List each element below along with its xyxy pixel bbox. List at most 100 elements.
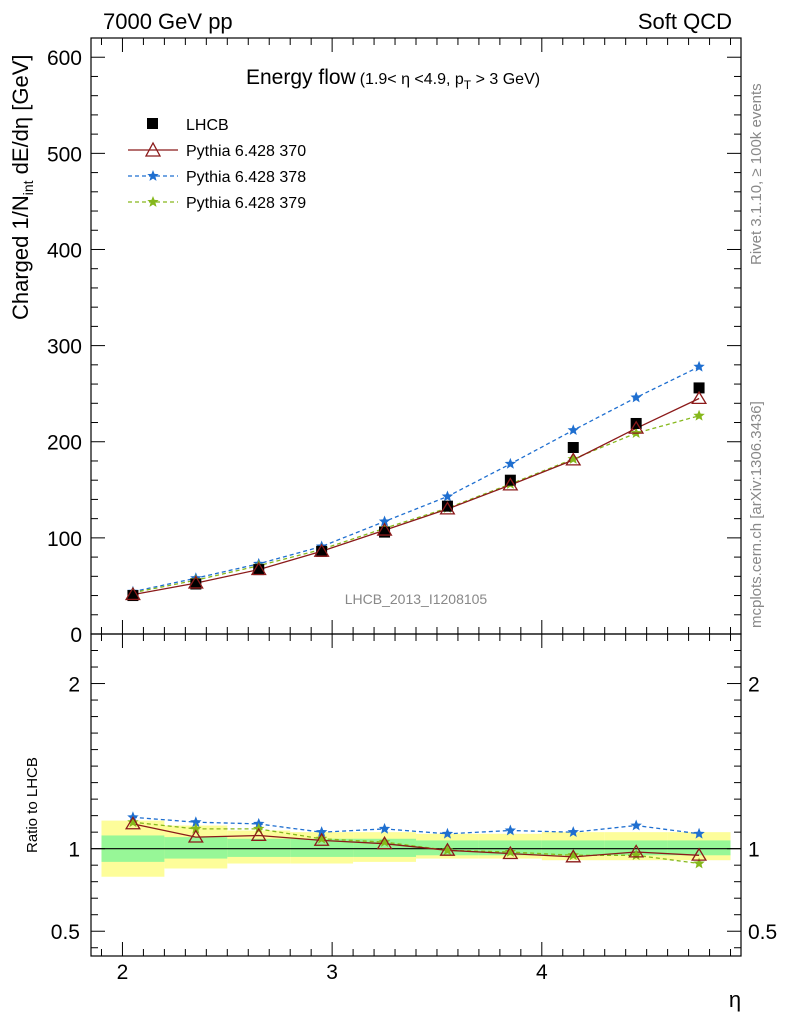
main-y-tick-labels: 0 100 200 300 400 500 600 bbox=[47, 47, 82, 647]
main-point-lhcb bbox=[190, 578, 202, 590]
ratio-point-379 bbox=[567, 849, 579, 861]
main-point-lhcb bbox=[693, 382, 705, 394]
ratio-point-370 bbox=[250, 827, 267, 841]
ratio-point-379 bbox=[441, 844, 454, 856]
ratio-point-378 bbox=[504, 824, 517, 836]
main-point-lhcb bbox=[379, 526, 391, 538]
main-point-370 bbox=[691, 390, 708, 405]
ratio-point-378 bbox=[378, 822, 391, 834]
main-ytick-label: 500 bbox=[47, 143, 82, 166]
ratio-point-379 bbox=[693, 857, 705, 869]
legend-label-370: Pythia 6.428 370 bbox=[186, 143, 306, 160]
band-inner-1 bbox=[164, 837, 228, 859]
ratio-point-370 bbox=[691, 847, 708, 861]
main-point-370 bbox=[376, 522, 393, 536]
ratio-point-370 bbox=[124, 816, 141, 830]
main-point-378 bbox=[630, 391, 642, 403]
xtick-label: 4 bbox=[536, 961, 548, 984]
axis-ticks bbox=[91, 37, 741, 956]
ratio-point-379 bbox=[630, 849, 642, 861]
header-right: Soft QCD bbox=[638, 9, 732, 34]
ratio-ytick-label-left: 1 bbox=[68, 839, 80, 862]
legend-star-378-shape bbox=[147, 170, 159, 181]
main-y-axis-label-suffix: dE/dη [GeV] bbox=[8, 54, 33, 180]
main-ytick-label: 200 bbox=[47, 432, 82, 455]
main-y-axis-label-subscript: int bbox=[20, 180, 36, 195]
rivet-version-label: Rivet 3.1.10, ≥ 100k events bbox=[748, 83, 765, 265]
ratio-point-378 bbox=[441, 827, 454, 839]
legend-marker-379 bbox=[147, 196, 159, 207]
main-point-370 bbox=[124, 586, 141, 601]
ratio-point-378 bbox=[567, 826, 579, 838]
main-point-379 bbox=[567, 453, 579, 464]
main-point-370 bbox=[313, 543, 330, 557]
main-y-axis-label: Charged 1/Nint dE/dη [GeV] bbox=[8, 54, 36, 320]
ratio-ytick-label-left: 0.5 bbox=[51, 921, 80, 944]
main-point-378 bbox=[693, 360, 705, 372]
main-point-378 bbox=[378, 515, 391, 527]
plot-title-sub-suffix: > 3 GeV) bbox=[471, 71, 540, 88]
ratio-point-378 bbox=[693, 827, 705, 839]
main-point-lhcb bbox=[253, 564, 265, 576]
ratio-line-370 bbox=[132, 823, 700, 858]
ratio-ytick-label-right: 0.5 bbox=[748, 921, 777, 944]
ratio-ytick-label-right: 1 bbox=[748, 839, 760, 862]
ratio-line-378 bbox=[132, 816, 700, 835]
xtick-label: 2 bbox=[117, 961, 129, 984]
ratio-point-378 bbox=[630, 819, 642, 831]
ratio-point-370 bbox=[376, 835, 393, 850]
ratio-y-axis-label: Ratio to LHCB bbox=[24, 757, 41, 853]
main-point-370 bbox=[502, 477, 519, 491]
legend-label-378: Pythia 6.428 378 bbox=[186, 169, 306, 186]
main-point-lhcb bbox=[567, 442, 579, 454]
main-point-lhcb bbox=[316, 545, 328, 557]
main-panel-series bbox=[124, 360, 708, 602]
ratio-point-379 bbox=[127, 816, 139, 828]
band-inner-8 bbox=[604, 840, 668, 856]
ratio-point-370 bbox=[187, 829, 204, 843]
main-line-370 bbox=[132, 397, 700, 596]
plot-title-main: Energy flow bbox=[246, 66, 357, 89]
ratio-point-379 bbox=[504, 845, 517, 857]
main-point-370 bbox=[187, 575, 204, 589]
ratio-point-370 bbox=[628, 844, 645, 858]
analysis-watermark: LHCB_2013_I1208105 bbox=[345, 591, 488, 607]
main-point-378 bbox=[504, 457, 517, 469]
main-ytick-label: 300 bbox=[47, 336, 82, 359]
main-point-370 bbox=[565, 452, 582, 466]
main-point-378 bbox=[441, 490, 454, 502]
main-point-lhcb bbox=[630, 417, 642, 429]
band-inner-3 bbox=[290, 838, 354, 857]
legend-marker-378 bbox=[147, 170, 159, 181]
ratio-point-370 bbox=[313, 832, 330, 846]
main-ytick-label: 0 bbox=[70, 624, 82, 647]
legend-label-379: Pythia 6.428 379 bbox=[186, 195, 306, 212]
ratio-panel-frame bbox=[90, 633, 742, 957]
main-point-379 bbox=[693, 409, 705, 421]
x-axis-label: η bbox=[729, 987, 741, 1012]
band-inner-7 bbox=[541, 840, 605, 856]
main-line-379 bbox=[132, 415, 700, 594]
ratio-point-370 bbox=[502, 845, 519, 860]
main-ytick-label: 100 bbox=[47, 528, 82, 551]
ratio-point-379 bbox=[315, 832, 328, 844]
main-point-370 bbox=[628, 420, 645, 434]
main-point-370 bbox=[439, 501, 456, 515]
main-ytick-label: 400 bbox=[47, 239, 82, 262]
main-ytick-label: 600 bbox=[47, 47, 82, 70]
plot-title-sub-prefix: (1.9< η <4.9, p bbox=[360, 71, 464, 88]
main-point-370 bbox=[250, 561, 267, 576]
ratio-uncertainty-bands bbox=[91, 820, 741, 877]
ratio-panel-series bbox=[124, 811, 708, 869]
header-left: 7000 GeV pp bbox=[103, 9, 233, 34]
main-point-lhcb bbox=[127, 590, 139, 602]
legend-marker-370 bbox=[144, 141, 162, 157]
ratio-point-378 bbox=[190, 816, 202, 828]
main-line-378 bbox=[132, 366, 700, 593]
plot-title-sub-subscript: T bbox=[464, 78, 472, 92]
ratio-point-379 bbox=[378, 836, 391, 847]
legend: LHCB Pythia 6.428 370 Pythia 6.428 378 P… bbox=[128, 117, 306, 212]
ratio-ytick-label-right: 2 bbox=[748, 674, 760, 697]
